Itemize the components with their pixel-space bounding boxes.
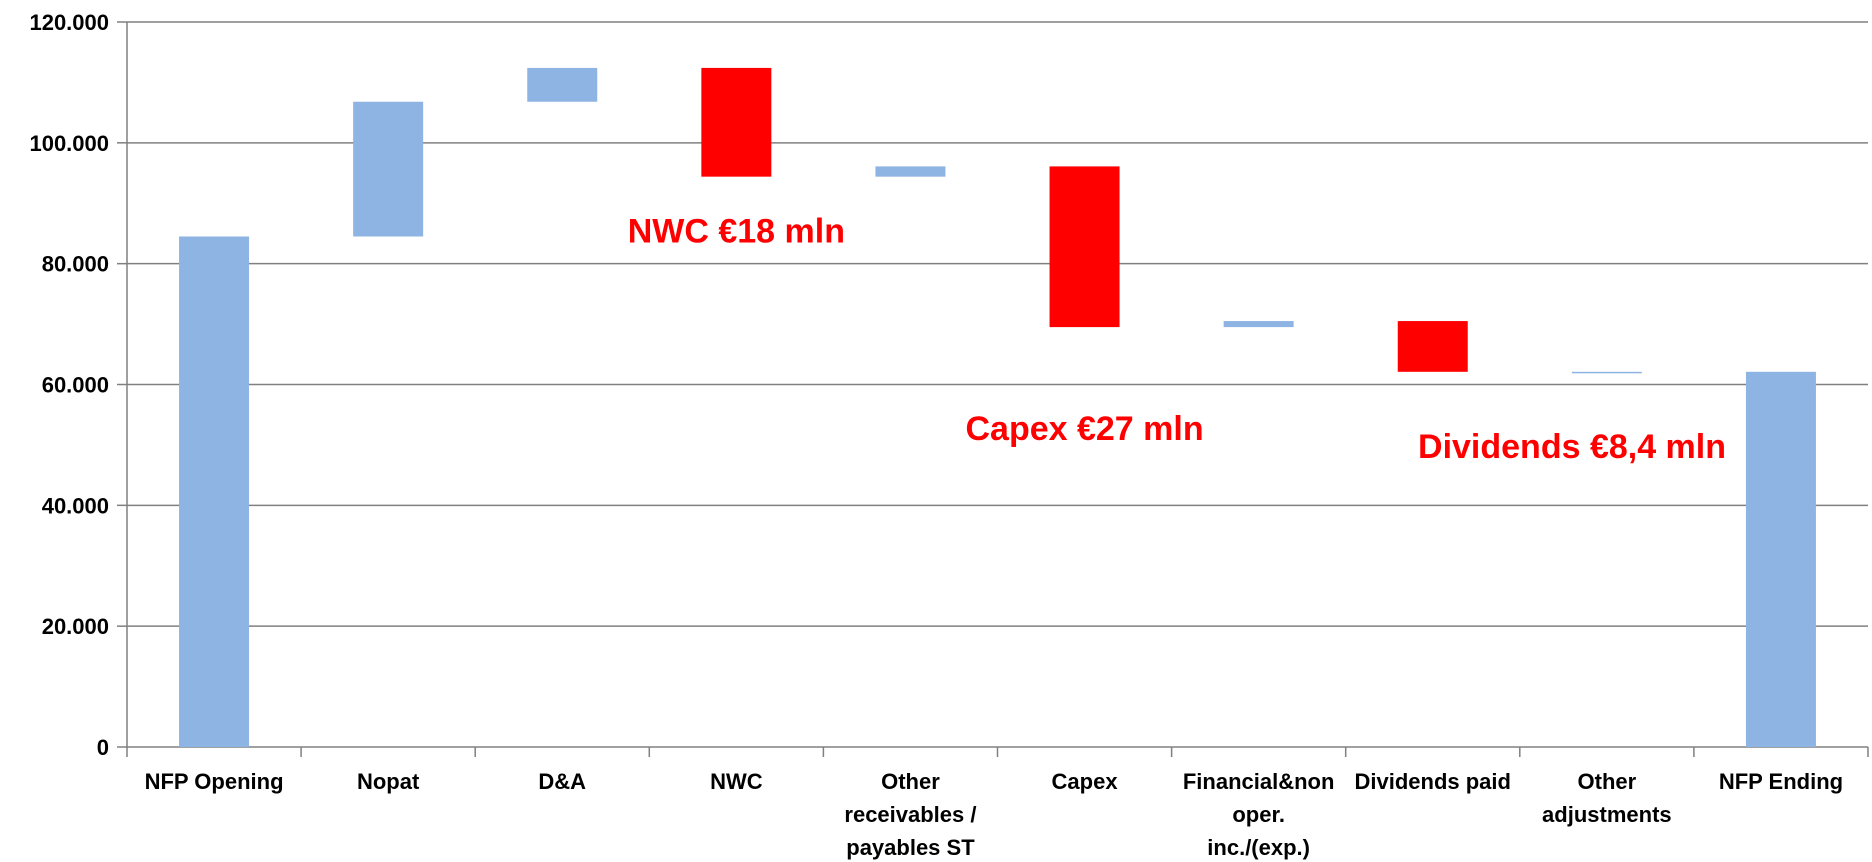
y-tick-label: 40.000	[42, 493, 109, 518]
y-tick-label: 0	[97, 735, 109, 760]
x-category-label: Financial&non oper. inc./(exp.)	[1183, 769, 1335, 860]
x-category-label: Capex	[1052, 769, 1119, 794]
y-tick-label: 100.000	[29, 131, 109, 156]
waterfall-bar	[1397, 321, 1468, 372]
waterfall-bar	[701, 67, 772, 177]
y-tick-label: 120.000	[29, 10, 109, 35]
x-category-label: Other receivables / payables ST	[844, 769, 976, 860]
x-category-label: NFP Ending	[1719, 769, 1843, 794]
y-tick-label: 80.000	[42, 252, 109, 277]
y-tick-label: 60.000	[42, 373, 109, 398]
annotation-label: Dividends €8,4 mln	[1418, 428, 1726, 466]
annotation-label: NWC €18 mln	[628, 213, 845, 251]
waterfall-bar	[1049, 166, 1120, 328]
waterfall-bar	[1745, 371, 1816, 747]
x-category-label: Nopat	[357, 769, 420, 794]
waterfall-bar	[875, 166, 946, 177]
y-tick-label: 20.000	[42, 614, 109, 639]
waterfall-bar	[1223, 321, 1294, 328]
waterfall-bar	[527, 67, 598, 102]
x-category-label: NWC	[710, 769, 763, 794]
waterfall-bar	[179, 236, 250, 747]
waterfall-bar	[1571, 371, 1642, 374]
annotation-label: Capex €27 mln	[965, 410, 1203, 448]
x-category-label: Other adjustments	[1542, 769, 1672, 827]
waterfall-bar	[353, 101, 424, 237]
x-category-label: NFP Opening	[145, 769, 284, 794]
x-category-label: D&A	[538, 769, 586, 794]
x-category-label: Dividends paid	[1355, 769, 1511, 794]
